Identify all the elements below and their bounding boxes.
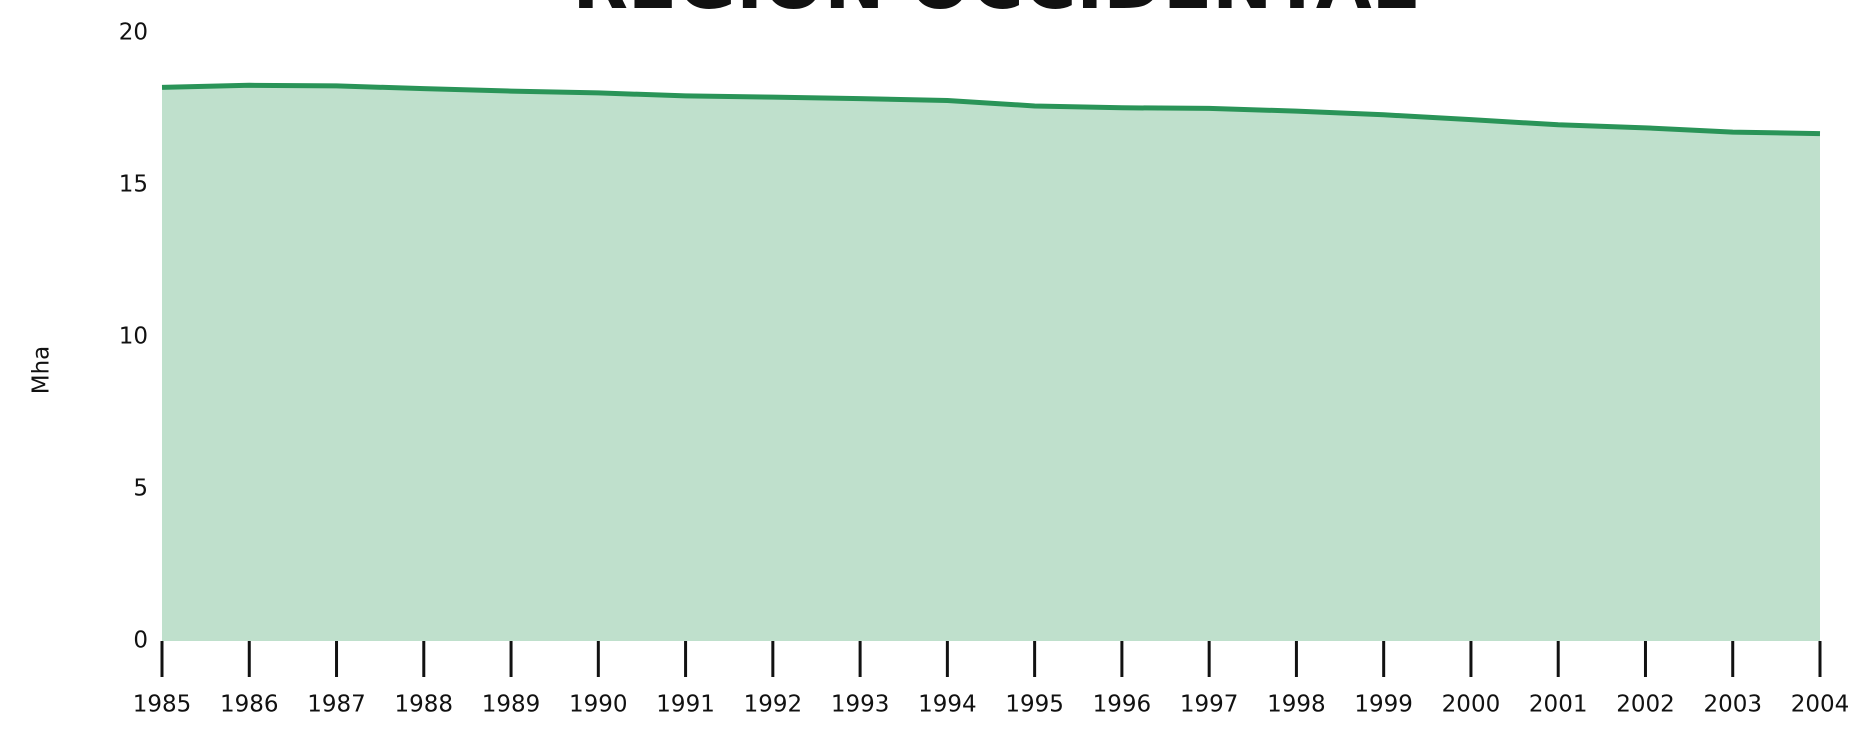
x-tick-label: 1985 <box>133 692 192 718</box>
x-tick-label: 1998 <box>1267 692 1326 718</box>
x-tick-label: 1995 <box>1005 692 1064 718</box>
y-tick-label: 0 <box>133 628 148 654</box>
x-tick-label: 1999 <box>1354 692 1413 718</box>
x-tick-label: 2002 <box>1616 692 1675 718</box>
x-tick-label: 2000 <box>1442 692 1501 718</box>
chart-title: REGION OCCIDENTAL <box>572 0 1417 25</box>
x-tick-label: 2004 <box>1791 692 1850 718</box>
x-tick-label: 1997 <box>1180 692 1239 718</box>
y-axis-label: Mha <box>29 346 55 395</box>
x-tick-label: 2003 <box>1703 692 1762 718</box>
area-line <box>161 82 1821 137</box>
y-tick-label: 15 <box>119 172 148 198</box>
x-tick-label: 1989 <box>482 692 541 718</box>
x-tick-label: 1991 <box>656 692 715 718</box>
x-tick-label: 1992 <box>744 692 803 718</box>
y-tick-label: 5 <box>133 476 148 502</box>
x-tick-label: 1988 <box>395 692 454 718</box>
x-tick-label: 1987 <box>307 692 366 718</box>
x-tick-label: 1994 <box>918 692 977 718</box>
area-fill <box>162 85 1820 641</box>
x-tick-label: 1993 <box>831 692 890 718</box>
x-tick-label: 2001 <box>1529 692 1588 718</box>
x-tick-label: 1990 <box>569 692 628 718</box>
y-tick-label: 20 <box>119 20 148 46</box>
x-tick-label: 1996 <box>1093 692 1152 718</box>
y-tick-label: 10 <box>119 324 148 350</box>
x-tick-label: 1986 <box>220 692 279 718</box>
